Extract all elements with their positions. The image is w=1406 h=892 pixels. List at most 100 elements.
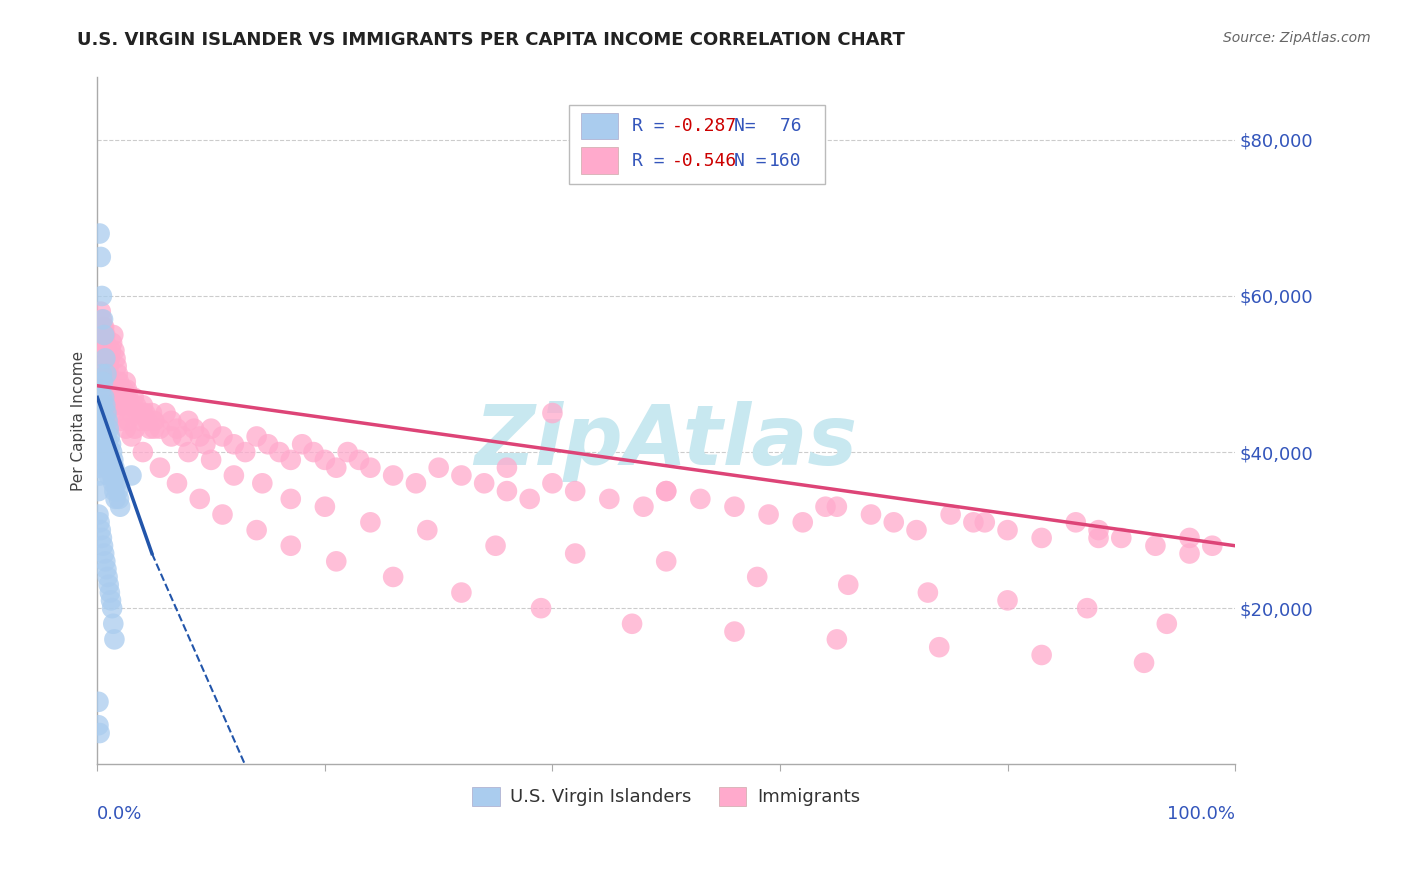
Point: [132, 406, 155, 420]
Point: [655, 484, 678, 499]
Point: [90, 523, 112, 537]
Point: [107, 391, 129, 405]
Point: [127, 406, 149, 420]
Point: [121, 406, 143, 420]
FancyBboxPatch shape: [569, 105, 825, 184]
Point: [87, 695, 110, 709]
Point: [149, 460, 172, 475]
Point: [97, 460, 120, 475]
Point: [114, 422, 136, 436]
Point: [222, 437, 245, 451]
Point: [114, 375, 136, 389]
Point: [98, 351, 121, 366]
Point: [160, 414, 183, 428]
Point: [90, 250, 112, 264]
Point: [100, 343, 122, 358]
Point: [405, 476, 427, 491]
Point: [121, 468, 143, 483]
Point: [347, 453, 370, 467]
Point: [1133, 656, 1156, 670]
Point: [108, 500, 131, 514]
Point: [97, 367, 120, 381]
Text: R =: R =: [633, 117, 675, 136]
Point: [280, 539, 302, 553]
Point: [90, 383, 112, 397]
Point: [177, 414, 200, 428]
Point: [98, 383, 121, 397]
Point: [93, 547, 115, 561]
Point: [94, 351, 117, 366]
Point: [211, 429, 233, 443]
Point: [136, 414, 159, 428]
Point: [194, 437, 217, 451]
Point: [108, 491, 131, 506]
Point: [91, 445, 114, 459]
Point: [87, 429, 110, 443]
Point: [91, 422, 114, 436]
Y-axis label: Per Capita Income: Per Capita Income: [72, 351, 86, 491]
FancyBboxPatch shape: [581, 147, 619, 174]
Point: [96, 562, 118, 576]
Point: [97, 351, 120, 366]
Point: [94, 391, 117, 405]
Point: [166, 476, 188, 491]
Point: [280, 491, 302, 506]
Point: [103, 476, 125, 491]
Point: [160, 429, 183, 443]
Point: [91, 320, 114, 334]
Point: [143, 414, 166, 428]
Point: [143, 422, 166, 436]
Point: [91, 539, 114, 553]
Point: [90, 437, 112, 451]
Point: [89, 468, 111, 483]
Point: [155, 406, 177, 420]
Point: [104, 491, 127, 506]
Point: [1076, 601, 1098, 615]
Point: [93, 328, 115, 343]
Point: [997, 523, 1019, 537]
Point: [96, 343, 118, 358]
Point: [90, 312, 112, 326]
Point: [96, 453, 118, 467]
Point: [90, 391, 112, 405]
Point: [97, 422, 120, 436]
Text: -0.287: -0.287: [672, 117, 737, 136]
Point: [233, 445, 256, 459]
Point: [91, 335, 114, 350]
Point: [117, 414, 139, 428]
Point: [382, 570, 405, 584]
Point: [211, 508, 233, 522]
Text: -0.546: -0.546: [672, 152, 737, 169]
Point: [280, 453, 302, 467]
Point: [111, 398, 134, 412]
Point: [93, 391, 115, 405]
Point: [1087, 523, 1109, 537]
Point: [1178, 531, 1201, 545]
Point: [94, 398, 117, 412]
Point: [689, 491, 711, 506]
Point: [96, 429, 118, 443]
Point: [917, 585, 939, 599]
Point: [98, 429, 121, 443]
Point: [100, 593, 122, 607]
Point: [427, 460, 450, 475]
Point: [101, 601, 124, 615]
Point: [98, 585, 121, 599]
Point: [149, 422, 172, 436]
Point: [114, 391, 136, 405]
Point: [1156, 616, 1178, 631]
Point: [94, 422, 117, 436]
Text: U.S. VIRGIN ISLANDER VS IMMIGRANTS PER CAPITA INCOME CORRELATION CHART: U.S. VIRGIN ISLANDER VS IMMIGRANTS PER C…: [77, 31, 905, 49]
Point: [97, 468, 120, 483]
Point: [325, 460, 347, 475]
Point: [134, 406, 156, 420]
Point: [1178, 547, 1201, 561]
Point: [104, 351, 127, 366]
Point: [655, 554, 678, 568]
Point: [97, 437, 120, 451]
Point: [97, 414, 120, 428]
Point: [97, 383, 120, 397]
Point: [103, 484, 125, 499]
Point: [200, 453, 222, 467]
Point: [336, 445, 359, 459]
